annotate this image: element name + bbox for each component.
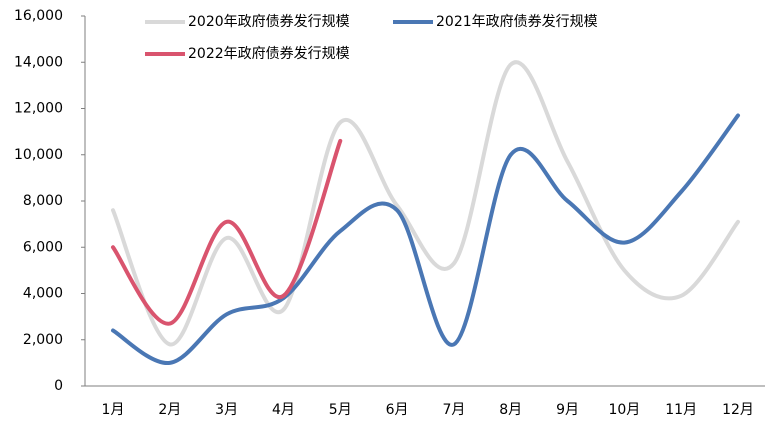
legend-label: 2021年政府债券发行规模: [436, 14, 598, 30]
x-tick-label: 4月: [272, 402, 295, 418]
y-tick-label: 8,000: [23, 193, 63, 209]
x-tick-label: 7月: [442, 402, 465, 418]
x-tick-label: 3月: [215, 402, 238, 418]
x-tick-label: 11月: [665, 402, 697, 418]
x-tick-label: 12月: [722, 402, 754, 418]
legend-label: 2020年政府债券发行规模: [188, 14, 350, 30]
y-tick-label: 0: [54, 378, 63, 394]
x-tick-label: 6月: [386, 402, 409, 418]
legend-label: 2022年政府债券发行规模: [188, 46, 350, 62]
x-tick-label: 9月: [556, 402, 579, 418]
y-tick-label: 16,000: [14, 8, 63, 24]
line-series: [111, 113, 740, 365]
x-tick-label: 10月: [608, 402, 640, 418]
x-tick-label: 5月: [329, 402, 352, 418]
x-tick-label: 1月: [102, 402, 125, 418]
x-tick-label: 8月: [499, 402, 522, 418]
line-series: [111, 60, 740, 347]
y-tick-label: 14,000: [14, 54, 63, 70]
y-tick-label: 12,000: [14, 101, 63, 117]
y-tick-label: 4,000: [23, 286, 63, 302]
x-tick-label: 2月: [158, 402, 181, 418]
y-tick-label: 10,000: [14, 147, 63, 163]
y-tick-label: 2,000: [23, 332, 63, 348]
line-series: [111, 138, 343, 326]
y-tick-label: 6,000: [23, 239, 63, 255]
